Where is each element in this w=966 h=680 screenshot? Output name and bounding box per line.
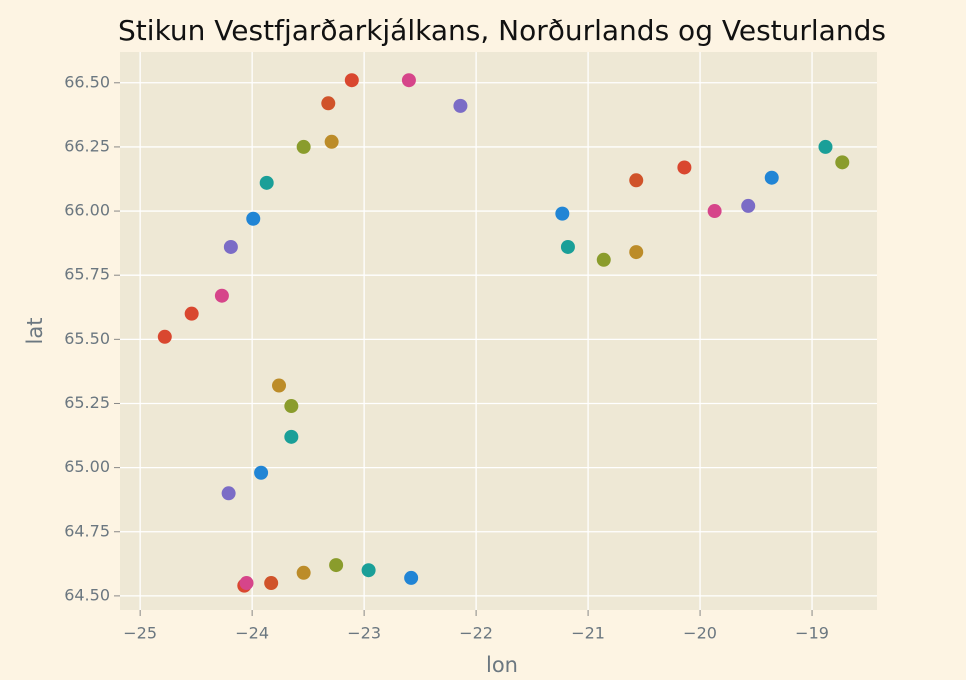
point <box>296 565 311 580</box>
point <box>344 73 359 88</box>
point <box>157 329 172 344</box>
y-tick-label: 65.50 <box>64 329 110 348</box>
x-tick-label: −20 <box>683 624 717 643</box>
point <box>184 306 199 321</box>
x-tick-label: −23 <box>347 624 381 643</box>
y-axis-label: lat <box>23 318 47 345</box>
point <box>361 563 376 578</box>
x-tick-label: −25 <box>123 624 157 643</box>
point <box>259 175 274 190</box>
point <box>246 211 261 226</box>
y-tick-label: 66.25 <box>64 136 110 155</box>
point <box>453 98 468 113</box>
y-tick-label: 65.25 <box>64 393 110 412</box>
point <box>214 288 229 303</box>
x-tick-label: −22 <box>459 624 493 643</box>
point <box>324 134 339 149</box>
x-tick-label: −24 <box>235 624 269 643</box>
point <box>221 486 236 501</box>
y-tick-label: 66.00 <box>64 201 110 220</box>
point <box>555 206 570 221</box>
y-tick-label: 65.75 <box>64 265 110 284</box>
y-tick-label: 64.75 <box>64 521 110 540</box>
point <box>818 139 833 154</box>
point <box>296 139 311 154</box>
point <box>284 429 299 444</box>
y-tick-label: 64.50 <box>64 585 110 604</box>
point <box>329 558 344 573</box>
chart-title: Stikun Vestfjarðarkjálkans, Norðurlands … <box>118 14 886 47</box>
plot-area <box>120 52 877 610</box>
point <box>707 204 722 219</box>
point <box>264 576 279 591</box>
point <box>741 198 756 213</box>
point <box>629 245 644 260</box>
point <box>272 378 287 393</box>
point <box>404 570 419 585</box>
point <box>835 155 850 170</box>
point <box>401 73 416 88</box>
point <box>239 576 254 591</box>
point <box>629 173 644 188</box>
point <box>596 252 611 267</box>
point <box>223 239 238 254</box>
point <box>254 465 269 480</box>
point <box>560 239 575 254</box>
y-tick-label: 65.00 <box>64 457 110 476</box>
point <box>284 399 299 414</box>
point <box>321 96 336 111</box>
point <box>764 170 779 185</box>
x-tick-label: −21 <box>571 624 605 643</box>
x-tick-label: −19 <box>795 624 829 643</box>
x-axis-label: lon <box>486 653 518 677</box>
point <box>677 160 692 175</box>
y-tick-label: 66.50 <box>64 72 110 91</box>
